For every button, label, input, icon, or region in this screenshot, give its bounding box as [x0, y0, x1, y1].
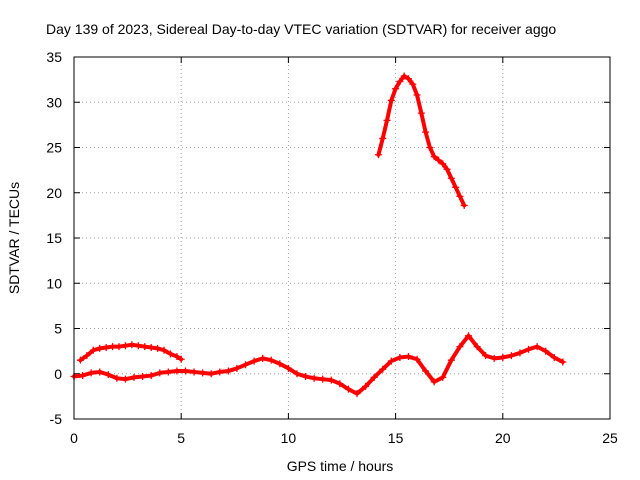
data-trace — [376, 74, 467, 208]
x-tick-label: 15 — [388, 430, 404, 446]
y-tick-label: 0 — [54, 366, 62, 382]
chart-title: Day 139 of 2023, Sidereal Day-to-day VTE… — [46, 21, 556, 37]
x-tick-label: 25 — [602, 430, 618, 446]
data-series-1 — [374, 72, 468, 209]
data-trace — [72, 333, 565, 396]
x-tick-label: 5 — [177, 430, 185, 446]
data-series-2 — [76, 341, 185, 364]
x-tick-label: 0 — [70, 430, 78, 446]
y-axis-label: SDTVAR / TECUs — [6, 182, 22, 294]
y-tick-label: 5 — [54, 321, 62, 337]
data-trace — [78, 342, 184, 363]
data-layer — [70, 72, 567, 398]
y-tick-label: 30 — [46, 94, 62, 110]
y-tick-label: 10 — [46, 275, 62, 291]
y-tick-label: 25 — [46, 140, 62, 156]
y-tick-label: 35 — [46, 49, 62, 65]
data-series-3 — [70, 332, 567, 398]
x-axis-label: GPS time / hours — [287, 458, 394, 474]
tick-layer: 0 5 10 15 20 25 -5 0 5 10 15 20 25 30 35 — [46, 49, 618, 446]
grid-layer — [74, 57, 610, 419]
y-tick-label: 15 — [46, 230, 62, 246]
y-tick-label: -5 — [50, 411, 63, 427]
y-tick-label: 20 — [46, 185, 62, 201]
x-tick-label: 20 — [495, 430, 511, 446]
x-tick-label: 10 — [281, 430, 297, 446]
plot-frame — [73, 56, 611, 420]
